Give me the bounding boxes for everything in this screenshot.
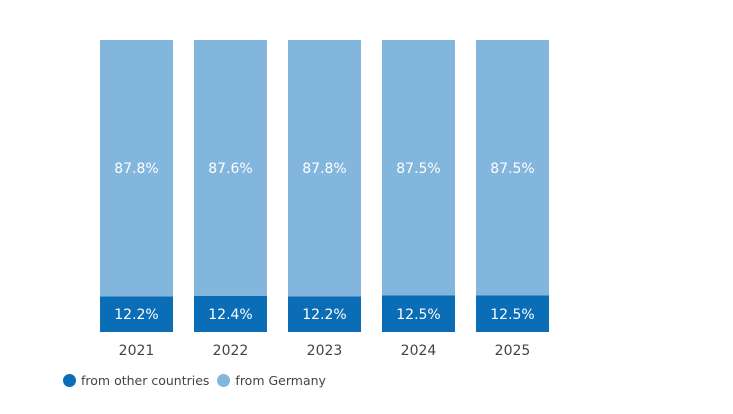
bar-2024-series-1 (382, 40, 455, 296)
legend-item-other-countries: from other countries (63, 373, 209, 388)
legend: from other countries from Germany (63, 373, 334, 388)
x-tick-label-2021: 2021 (119, 343, 155, 359)
data-label-2021-series-1: 87.8% (114, 161, 158, 177)
bar-2025-series-0 (476, 295, 549, 332)
data-label-2025-series-1: 87.5% (490, 161, 534, 177)
data-label-2022-series-1: 87.6% (208, 161, 252, 177)
legend-item-germany: from Germany (217, 373, 326, 388)
bar-2022-series-0 (194, 295, 267, 332)
x-tick-label-2025: 2025 (495, 343, 531, 359)
legend-swatch-germany (217, 374, 231, 387)
bar-2021-series-1 (100, 40, 173, 297)
bar-2023-series-0 (288, 296, 361, 332)
x-tick-label-2024: 2024 (401, 343, 437, 359)
bar-2024-series-0 (382, 295, 455, 332)
bar-2022-series-1 (194, 40, 267, 296)
data-label-2025-series-0: 12.5% (490, 307, 534, 323)
data-label-2023-series-0: 12.2% (302, 307, 346, 323)
legend-label-germany: from Germany (235, 373, 326, 388)
bar-2025-series-1 (476, 40, 549, 296)
x-tick-label-2022: 2022 (213, 343, 249, 359)
data-label-2024-series-1: 87.5% (396, 161, 440, 177)
data-label-2024-series-0: 12.5% (396, 307, 440, 323)
bar-2023-series-1 (288, 40, 361, 297)
legend-label-other-countries: from other countries (81, 373, 210, 388)
data-label-2022-series-0: 12.4% (208, 307, 252, 323)
x-tick-label-2023: 2023 (307, 343, 343, 359)
data-label-2023-series-1: 87.8% (302, 161, 346, 177)
legend-swatch-other-countries (63, 374, 76, 387)
bar-2021-series-0 (100, 296, 173, 332)
data-label-2021-series-0: 12.2% (114, 307, 158, 323)
